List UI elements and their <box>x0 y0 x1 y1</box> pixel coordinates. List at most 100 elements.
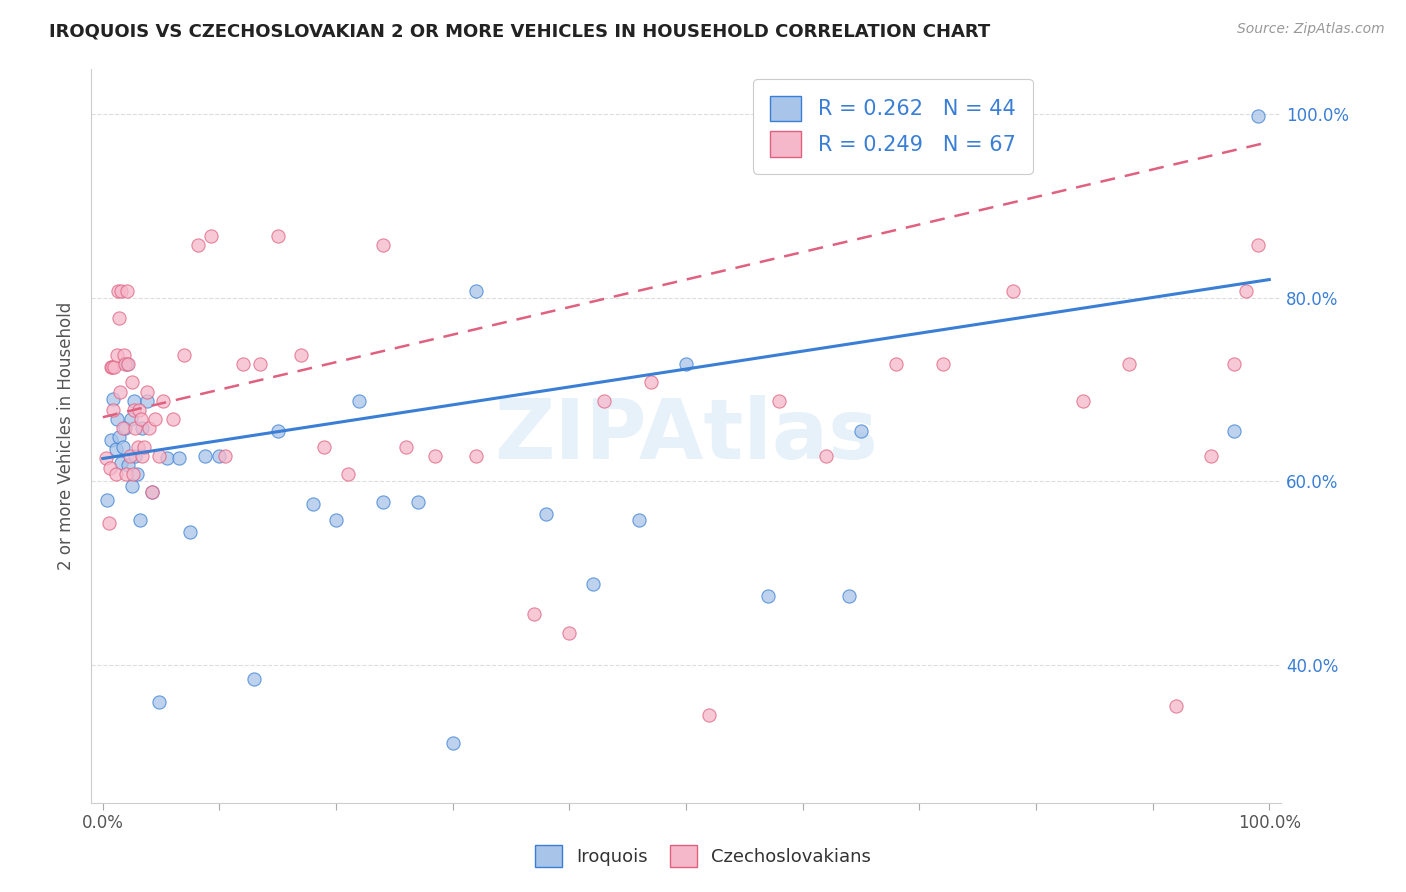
Point <box>110 456 132 470</box>
Point <box>148 449 170 463</box>
Point <box>325 513 347 527</box>
Point <box>931 357 953 371</box>
Point <box>104 442 127 457</box>
Point <box>699 708 721 723</box>
Point <box>1071 393 1094 408</box>
Point <box>121 479 143 493</box>
Point <box>523 607 546 622</box>
Point <box>131 449 153 463</box>
Point <box>124 449 146 463</box>
Point <box>884 357 907 371</box>
Point <box>534 507 557 521</box>
Point <box>314 440 336 454</box>
Point <box>167 451 190 466</box>
Point <box>406 494 429 508</box>
Point <box>179 524 201 539</box>
Point <box>131 421 153 435</box>
Point <box>112 348 135 362</box>
Point <box>1164 699 1187 714</box>
Point <box>143 412 166 426</box>
Point <box>103 392 125 406</box>
Point <box>104 467 127 481</box>
Point <box>98 460 121 475</box>
Point <box>121 376 143 390</box>
Point <box>111 440 134 454</box>
Point <box>117 284 139 298</box>
Text: Source: ZipAtlas.com: Source: ZipAtlas.com <box>1237 22 1385 37</box>
Point <box>208 449 231 463</box>
Point <box>349 393 371 408</box>
Legend: R = 0.262   N = 44, R = 0.249   N = 67: R = 0.262 N = 44, R = 0.249 N = 67 <box>754 78 1032 174</box>
Point <box>156 451 179 466</box>
Point <box>465 284 488 298</box>
Point <box>117 357 139 371</box>
Point <box>110 384 132 399</box>
Text: IROQUOIS VS CZECHOSLOVAKIAN 2 OR MORE VEHICLES IN HOUSEHOLD CORRELATION CHART: IROQUOIS VS CZECHOSLOVAKIAN 2 OR MORE VE… <box>49 22 990 40</box>
Point <box>371 494 394 508</box>
Point <box>124 402 146 417</box>
Point <box>162 412 184 426</box>
Point <box>768 393 790 408</box>
Point <box>628 513 651 527</box>
Point <box>815 449 838 463</box>
Point <box>1223 357 1246 371</box>
Point <box>194 449 217 463</box>
Point <box>243 672 266 686</box>
Point <box>395 440 418 454</box>
Point <box>441 736 464 750</box>
Point <box>108 311 131 326</box>
Point <box>125 467 148 481</box>
Point <box>152 393 174 408</box>
Point <box>1118 357 1140 371</box>
Point <box>173 348 195 362</box>
Point <box>838 589 860 603</box>
Point <box>107 284 129 298</box>
Point <box>675 357 697 371</box>
Point <box>1001 284 1024 298</box>
Point <box>640 376 662 390</box>
Point <box>249 357 271 371</box>
Point <box>97 516 120 530</box>
Point <box>1246 237 1268 252</box>
Point <box>108 430 131 444</box>
Point <box>200 228 222 243</box>
Legend: Iroquois, Czechoslovakians: Iroquois, Czechoslovakians <box>527 838 879 874</box>
Point <box>115 467 138 481</box>
Point <box>131 412 153 426</box>
Point <box>105 348 128 362</box>
Point <box>187 237 209 252</box>
Point <box>120 412 142 426</box>
Point <box>136 393 159 408</box>
Point <box>267 424 290 438</box>
Point <box>141 485 163 500</box>
Point <box>122 467 145 481</box>
Point <box>371 237 394 252</box>
Point <box>1223 424 1246 438</box>
Point <box>105 412 128 426</box>
Point <box>301 497 323 511</box>
Point <box>558 625 581 640</box>
Point <box>1199 449 1222 463</box>
Point <box>96 451 118 466</box>
Point <box>117 458 139 472</box>
Point <box>593 393 616 408</box>
Point <box>214 449 236 463</box>
Point <box>118 449 141 463</box>
Point <box>465 449 488 463</box>
Point <box>582 577 605 591</box>
Point <box>138 421 160 435</box>
Point <box>117 357 139 371</box>
Point <box>100 433 122 447</box>
Point <box>124 421 146 435</box>
Point <box>1234 284 1257 298</box>
Point <box>101 359 124 374</box>
Point <box>124 393 146 408</box>
Point <box>129 513 152 527</box>
Point <box>103 359 125 374</box>
Point <box>96 492 118 507</box>
Point <box>148 695 170 709</box>
Point <box>290 348 312 362</box>
Text: ZIPAtlas: ZIPAtlas <box>494 395 877 476</box>
Point <box>127 440 149 454</box>
Point <box>111 421 134 435</box>
